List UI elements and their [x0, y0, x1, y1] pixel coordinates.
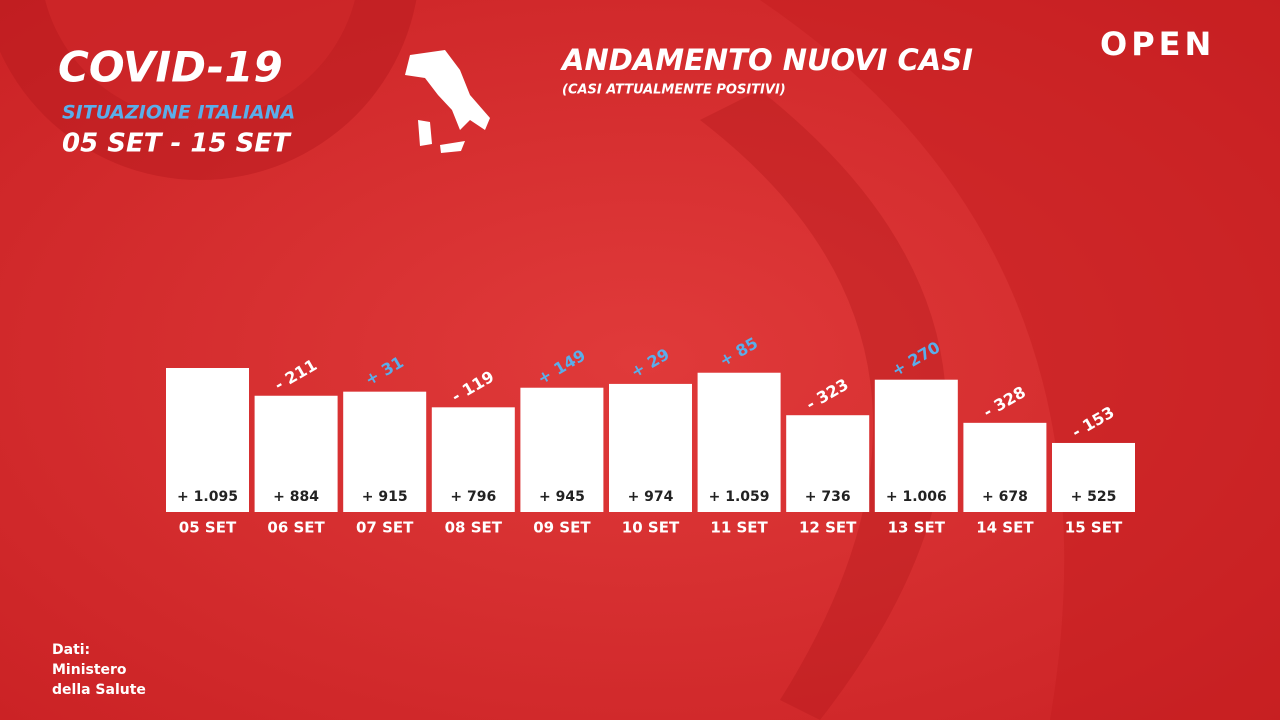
value-label: + 1.095: [177, 489, 238, 505]
value-label: + 736: [805, 489, 851, 505]
value-label: + 974: [628, 489, 674, 505]
chart-title: ANDAMENTO NUOVI CASI: [560, 43, 973, 77]
x-tick-label: 14 SET: [976, 519, 1034, 537]
decor: [700, 90, 947, 720]
value-label: + 1.006: [886, 489, 947, 505]
source: della Salute: [52, 682, 146, 698]
italy-map: [405, 50, 490, 153]
value-label: + 945: [539, 489, 585, 505]
value-label: + 884: [273, 489, 319, 505]
x-tick-label: 08 SET: [445, 519, 503, 537]
decor: [45, 0, 355, 120]
x-tick-label: 10 SET: [622, 519, 680, 537]
value-label: + 796: [450, 489, 496, 505]
bar: [697, 372, 781, 512]
x-tick-label: 11 SET: [710, 519, 768, 537]
subtitle: SITUAZIONE ITALIANA: [62, 102, 295, 124]
period: 05 SET - 15 SET: [62, 129, 292, 159]
x-tick-label: 13 SET: [888, 519, 946, 537]
bar: [520, 387, 604, 512]
logo: OPEN: [1100, 25, 1215, 63]
source: Dati:: [52, 642, 90, 658]
source: Ministero: [52, 662, 127, 678]
value-label: + 525: [1071, 489, 1117, 505]
x-tick-label: 05 SET: [179, 519, 237, 537]
value-label: + 1.059: [709, 489, 770, 505]
bar: [343, 391, 427, 512]
bar: [1052, 442, 1135, 512]
bar: [874, 379, 958, 512]
chart-subtitle: (CASI ATTUALMENTE POSITIVI): [562, 83, 786, 98]
x-tick-label: 12 SET: [799, 519, 857, 537]
x-tick-label: 06 SET: [267, 519, 325, 537]
bar: [254, 395, 338, 512]
title: COVID-19: [58, 43, 283, 92]
value-label: + 915: [362, 489, 408, 505]
x-tick-label: 15 SET: [1065, 519, 1123, 537]
value-label: + 678: [982, 489, 1028, 505]
bar: [431, 407, 515, 512]
decor: [760, 0, 1280, 720]
bar: [963, 422, 1047, 512]
x-tick-label: 09 SET: [533, 519, 591, 537]
bar: [609, 383, 692, 512]
x-tick-label: 07 SET: [356, 519, 414, 537]
bar: [786, 415, 870, 512]
bar: [166, 368, 249, 512]
